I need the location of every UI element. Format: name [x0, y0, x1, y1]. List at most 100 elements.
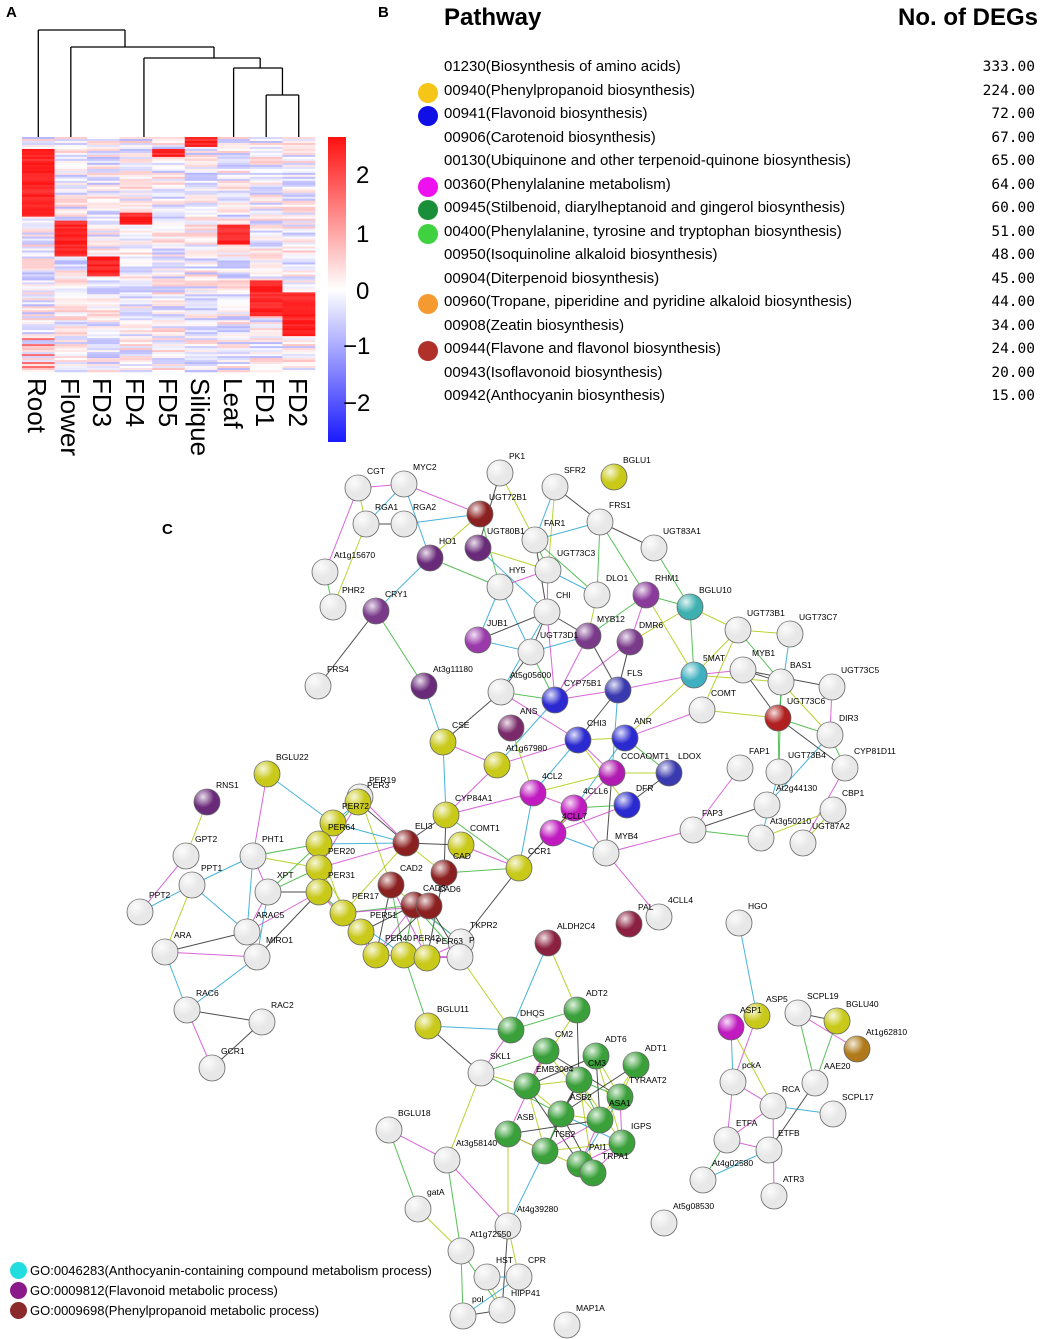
node-label: DHQS — [520, 1008, 545, 1018]
node-label: MYC2 — [413, 462, 437, 472]
node-label: BAS1 — [790, 660, 812, 670]
network-node: UGT73C5 — [818, 665, 880, 701]
pathway-count: 64.00 — [991, 176, 1035, 193]
node-label: UGT73B1 — [747, 608, 785, 618]
network-edge — [496, 739, 579, 766]
network-edge — [390, 884, 428, 959]
network-node: 4CL2 — [519, 771, 563, 807]
node-label: CAD6 — [438, 884, 461, 894]
node-label: RGA1 — [375, 502, 398, 512]
node-label: PER63 — [436, 936, 463, 946]
network-node: ASA1 — [586, 1098, 631, 1134]
network-node: ARAC5 — [233, 910, 285, 946]
node-label: CBP1 — [842, 788, 864, 798]
network-node: RAC6 — [173, 988, 219, 1024]
network-node: At1g62810 — [843, 1027, 907, 1063]
node-label: MAP1A — [576, 1303, 605, 1313]
network-node: TRPA1 — [579, 1151, 629, 1187]
network-node: GCR1 — [198, 1046, 245, 1082]
network-node: ASP1 — [717, 1005, 762, 1041]
node-label: ASB — [517, 1112, 534, 1122]
network-node: PER40 — [362, 933, 412, 969]
network-node: MAP1A — [553, 1303, 605, 1339]
network-node: pckA — [719, 1060, 761, 1096]
network-edge — [500, 691, 579, 741]
network-edge — [546, 611, 556, 701]
node-label: UGT80B1 — [487, 526, 525, 536]
network-node: UGT83A1 — [640, 526, 701, 562]
pathway-count: 48.00 — [991, 247, 1035, 263]
network-node: ARA — [151, 930, 192, 966]
legend-color-dot — [10, 1262, 27, 1279]
network-node: RAC2 — [248, 1000, 294, 1036]
network-edge — [534, 539, 598, 596]
network-node: FAR1 — [521, 518, 566, 554]
network-node: UGT73D1 — [517, 630, 579, 666]
network-node: ALDH2C4 — [534, 921, 596, 957]
legend-label: GO:0009698(Phenylpropanoid metabolic pro… — [30, 1303, 320, 1318]
node-label: PER31 — [328, 870, 355, 880]
node-label: ARAC5 — [256, 910, 285, 920]
node-label: HY5 — [509, 565, 526, 575]
node-label: RGA2 — [413, 502, 436, 512]
network-edge — [318, 842, 407, 869]
node-label: HIPP41 — [511, 1288, 541, 1298]
node-label: UGT73C5 — [841, 665, 880, 675]
pathway-count: 45.00 — [991, 270, 1035, 287]
network-node: HGO — [725, 901, 768, 937]
node-label: UGT73B4 — [788, 750, 826, 760]
pathway-label: 00942(Anthocyanin biosynthesis) — [444, 387, 665, 404]
network-edge — [427, 1025, 512, 1031]
network-node: TYRAAT2 — [606, 1075, 667, 1111]
pathway-color-dot — [418, 200, 438, 220]
node-label: BGLU22 — [276, 752, 309, 762]
network-node: BGLU22 — [253, 752, 309, 788]
pathway-count: 65.00 — [991, 153, 1035, 169]
node-label: RHM1 — [655, 573, 679, 583]
network-node: FLS — [604, 668, 643, 704]
node-label: P — [469, 935, 475, 945]
node-label: HGO — [748, 901, 768, 911]
node-label: CM2 — [555, 1029, 573, 1039]
network-node: PER42 — [390, 933, 440, 969]
legend-color-dot — [10, 1302, 27, 1319]
node-label: ASB2 — [570, 1092, 592, 1102]
network-node: RGA2 — [390, 502, 436, 538]
network-node: PER72 — [319, 801, 369, 837]
node-label: At4g02580 — [712, 1158, 753, 1168]
node-label: TKPR2 — [470, 920, 498, 930]
node-label: PER64 — [328, 822, 355, 832]
network-node: ELI3 — [392, 821, 433, 857]
node-label: UGT83A1 — [663, 526, 701, 536]
node-label: PHR2 — [342, 585, 365, 595]
node-label: JUB1 — [487, 618, 508, 628]
node-label: ARA — [174, 930, 192, 940]
network-node: FAP1 — [726, 746, 770, 782]
heatmap-cells — [22, 137, 316, 373]
network-edge — [738, 922, 758, 1017]
network-node: CHI — [533, 590, 571, 626]
pathway-color-dot — [418, 341, 438, 361]
network-node: DMR6 — [616, 620, 663, 656]
node-label: SCPL17 — [842, 1092, 874, 1102]
network-node: UGT73B4 — [765, 750, 826, 786]
node-label: FAR1 — [544, 518, 566, 528]
network-node: CPR — [505, 1255, 546, 1291]
pathway-count: 60.00 — [991, 200, 1035, 216]
network-node: At1g67980 — [483, 743, 547, 779]
network-node: LDOX — [655, 751, 701, 787]
network-node: At2g44130 — [753, 783, 817, 819]
network-edge — [266, 773, 334, 824]
network-edge — [477, 547, 548, 613]
network-edge — [510, 942, 549, 1031]
legend-label: GO:0009812(Flavonoid metabolic process) — [30, 1283, 278, 1298]
network-edge — [624, 674, 695, 739]
pathway-count: 15.00 — [991, 388, 1035, 404]
node-label: At1g72550 — [470, 1229, 511, 1239]
network-node: At1g72550 — [447, 1229, 511, 1265]
network-edge — [701, 629, 739, 711]
pathway-count: 51.00 — [991, 223, 1035, 240]
network-node: DIR3 — [816, 713, 859, 749]
network-node: HY5 — [486, 565, 526, 601]
network-edge — [324, 487, 359, 573]
